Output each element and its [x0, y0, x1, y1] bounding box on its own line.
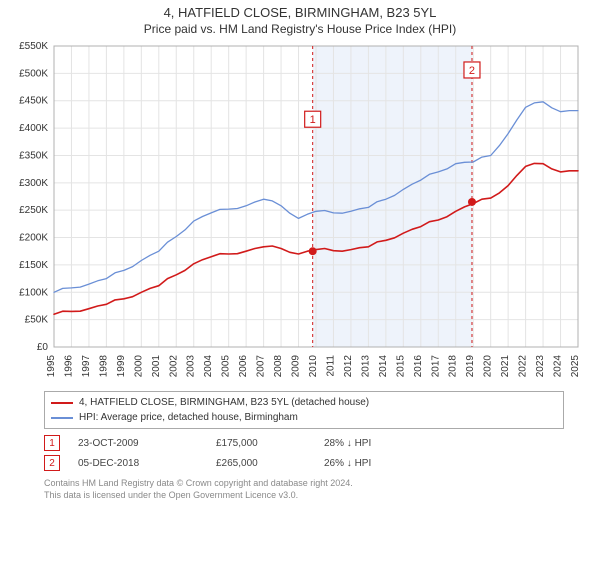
- svg-text:2010: 2010: [308, 355, 319, 378]
- legend-row: 4, HATFIELD CLOSE, BIRMINGHAM, B23 5YL (…: [51, 395, 557, 410]
- svg-text:2003: 2003: [186, 355, 197, 378]
- svg-text:2016: 2016: [413, 355, 424, 378]
- svg-text:£0: £0: [37, 342, 49, 353]
- legend: 4, HATFIELD CLOSE, BIRMINGHAM, B23 5YL (…: [44, 391, 564, 429]
- svg-text:£250K: £250K: [19, 205, 48, 216]
- attribution-line: This data is licensed under the Open Gov…: [44, 489, 564, 501]
- chart-svg: £0 £50K £100K £150K £200K £250K £300K £350K £400…: [10, 42, 590, 387]
- svg-text:2008: 2008: [273, 355, 284, 378]
- attribution-line: Contains HM Land Registry data © Crown c…: [44, 477, 564, 489]
- svg-text:1999: 1999: [116, 355, 127, 378]
- svg-text:£550K: £550K: [19, 42, 48, 52]
- svg-text:£400K: £400K: [19, 123, 48, 134]
- svg-text:1998: 1998: [98, 355, 109, 378]
- chart-subtitle: Price paid vs. HM Land Registry's House …: [0, 22, 600, 36]
- sale-price: £265,000: [216, 458, 306, 469]
- price-chart: £0 £50K £100K £150K £200K £250K £300K £350K £400…: [10, 42, 590, 387]
- svg-text:2004: 2004: [203, 355, 214, 378]
- svg-text:2007: 2007: [256, 355, 267, 378]
- svg-text:2000: 2000: [133, 355, 144, 378]
- svg-text:2020: 2020: [483, 355, 494, 378]
- svg-text:£50K: £50K: [25, 315, 49, 326]
- svg-text:2012: 2012: [343, 355, 354, 378]
- svg-text:2002: 2002: [168, 355, 179, 378]
- svg-text:2014: 2014: [378, 355, 389, 378]
- svg-text:2011: 2011: [325, 355, 336, 377]
- hpi-delta: 28% ↓ HPI: [324, 438, 414, 449]
- legend-row: HPI: Average price, detached house, Birm…: [51, 410, 557, 425]
- svg-text:2022: 2022: [518, 355, 529, 378]
- svg-text:2013: 2013: [360, 355, 371, 378]
- svg-text:2017: 2017: [430, 355, 441, 378]
- legend-label: HPI: Average price, detached house, Birm…: [79, 410, 298, 425]
- svg-text:1: 1: [310, 114, 316, 126]
- legend-label: 4, HATFIELD CLOSE, BIRMINGHAM, B23 5YL (…: [79, 395, 369, 410]
- hpi-delta: 26% ↓ HPI: [324, 458, 414, 469]
- svg-text:2009: 2009: [291, 355, 302, 378]
- svg-text:2001: 2001: [151, 355, 162, 378]
- sale-date: 23-OCT-2009: [78, 438, 198, 449]
- table-row: 2 05-DEC-2018 £265,000 26% ↓ HPI: [44, 453, 564, 473]
- svg-text:2025: 2025: [570, 355, 581, 378]
- svg-text:1995: 1995: [46, 355, 57, 378]
- svg-text:2006: 2006: [238, 355, 249, 378]
- svg-text:2024: 2024: [553, 355, 564, 378]
- svg-text:£150K: £150K: [19, 260, 48, 271]
- legend-swatch: [51, 417, 73, 419]
- svg-text:2018: 2018: [448, 355, 459, 378]
- svg-text:2023: 2023: [535, 355, 546, 378]
- chart-title: 4, HATFIELD CLOSE, BIRMINGHAM, B23 5YL: [0, 5, 600, 20]
- sale-events-table: 1 23-OCT-2009 £175,000 28% ↓ HPI 2 05-DE…: [44, 433, 564, 473]
- sale-price: £175,000: [216, 438, 306, 449]
- sale-date: 05-DEC-2018: [78, 458, 198, 469]
- svg-text:£450K: £450K: [19, 96, 48, 107]
- svg-text:£100K: £100K: [19, 287, 48, 298]
- svg-text:1997: 1997: [81, 355, 92, 378]
- svg-text:£200K: £200K: [19, 233, 48, 244]
- svg-text:1996: 1996: [63, 355, 74, 378]
- svg-text:£300K: £300K: [19, 178, 48, 189]
- chart-title-block: 4, HATFIELD CLOSE, BIRMINGHAM, B23 5YL P…: [0, 5, 600, 36]
- svg-text:2019: 2019: [465, 355, 476, 378]
- svg-text:£350K: £350K: [19, 150, 48, 161]
- svg-text:2015: 2015: [395, 355, 406, 378]
- legend-swatch: [51, 402, 73, 404]
- svg-text:£500K: £500K: [19, 68, 48, 79]
- svg-text:2: 2: [469, 65, 475, 77]
- marker-index-box: 1: [44, 435, 60, 451]
- svg-text:2005: 2005: [221, 355, 232, 378]
- attribution: Contains HM Land Registry data © Crown c…: [44, 477, 564, 501]
- marker-index-box: 2: [44, 455, 60, 471]
- svg-text:2021: 2021: [500, 355, 511, 378]
- table-row: 1 23-OCT-2009 £175,000 28% ↓ HPI: [44, 433, 564, 453]
